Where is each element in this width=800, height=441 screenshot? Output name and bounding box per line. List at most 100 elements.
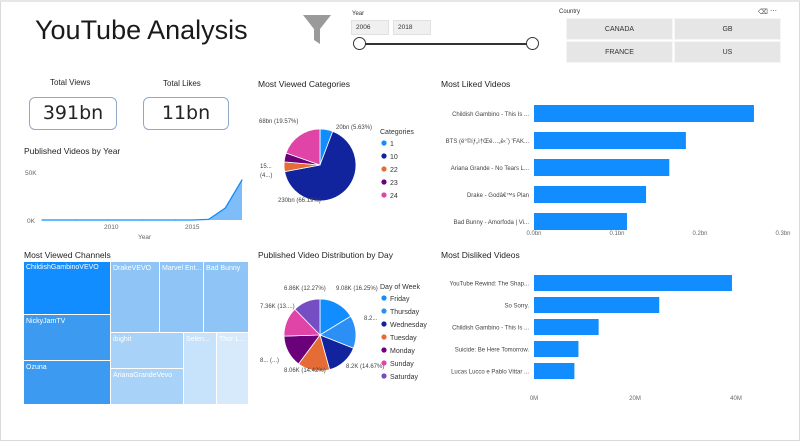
treemap-tile[interactable]: DrakeVEVO bbox=[111, 262, 159, 332]
legend-dot bbox=[381, 295, 387, 301]
data-point bbox=[108, 219, 110, 221]
most-viewed-categories-chart: 68bn (19.57%) 20bn (5.63%) 15... (4...) … bbox=[259, 119, 414, 204]
pie-slice bbox=[285, 128, 321, 166]
pie-slices bbox=[283, 298, 357, 372]
country-gb-button[interactable]: GB bbox=[674, 18, 781, 40]
legend-dot bbox=[381, 140, 387, 146]
category-label: Ariana Grande - No Tears L... bbox=[451, 166, 530, 172]
legend-dot bbox=[381, 308, 387, 314]
legend-label: Monday bbox=[390, 348, 415, 355]
top-border bbox=[0, 0, 800, 2]
total-views-card: 391bn bbox=[29, 97, 117, 130]
legend-dot bbox=[381, 192, 387, 198]
x-axis-title: Year bbox=[138, 234, 152, 241]
year-slicer-label: Year bbox=[352, 11, 365, 17]
x-tick-label: 40M bbox=[730, 396, 742, 402]
slicer-more-options-icon[interactable]: ⋯ bbox=[770, 8, 777, 15]
legend-label: 23 bbox=[390, 180, 398, 187]
year-slider-end-handle[interactable] bbox=[526, 37, 539, 50]
x-tick-label: 2015 bbox=[185, 224, 200, 231]
data-point bbox=[41, 219, 43, 221]
treemap-tile[interactable]: Thor L... bbox=[217, 333, 248, 404]
clear-selection-icon[interactable]: ⌫ bbox=[758, 9, 768, 16]
treemap-tile[interactable]: ibighit bbox=[111, 333, 183, 368]
year-from-input[interactable]: 2006 bbox=[351, 20, 389, 35]
x-tick-label: 0.1bn bbox=[609, 231, 624, 237]
country-france-button[interactable]: FRANCE bbox=[566, 41, 673, 63]
legend-label: 22 bbox=[390, 167, 398, 174]
category-label: Suicide: Be Here Tomorrow. bbox=[455, 347, 530, 353]
bar bbox=[534, 105, 754, 122]
area-series bbox=[41, 179, 243, 221]
most-viewed-channels-treemap: ChildishGambinoVEVO NickyJamTV Ozuna Dra… bbox=[24, 262, 248, 404]
data-label: 8.2... bbox=[364, 316, 378, 322]
year-slider-start-handle[interactable] bbox=[353, 37, 366, 50]
category-label: Childish Gambino - This Is ... bbox=[452, 112, 529, 118]
country-us-button[interactable]: US bbox=[674, 41, 781, 63]
category-label: Bad Bunny - Amorfoda | Vi... bbox=[454, 220, 530, 226]
data-label: 15... bbox=[260, 164, 272, 170]
data-label: 230bn (66.19%) bbox=[278, 198, 321, 204]
category-label: So Sorry. bbox=[504, 303, 529, 309]
data-point bbox=[224, 207, 226, 209]
x-tick-label: 0M bbox=[530, 396, 538, 402]
x-tick-label: 0.2bn bbox=[692, 231, 707, 237]
most-liked-videos-title: Most Liked Videos bbox=[441, 79, 511, 89]
most-viewed-categories-title: Most Viewed Categories bbox=[258, 79, 350, 89]
data-point bbox=[174, 219, 176, 221]
category-label: Lucas Lucco e Pablo Vittar ... bbox=[451, 369, 529, 375]
year-to-input[interactable]: 2018 bbox=[393, 20, 431, 35]
y-tick-label: 50K bbox=[25, 170, 37, 177]
category-label: BTS (ë°©íƒ„ì†Œë…„ë‹¨) 'FAK... bbox=[446, 138, 530, 145]
legend: Friday Thursday Wednesday Tuesday Monday Sund… bbox=[381, 295, 427, 381]
data-point bbox=[74, 219, 76, 221]
data-label: 8.06K (14.42%) bbox=[284, 368, 326, 374]
legend: 1 10 22 23 24 bbox=[381, 140, 398, 200]
pie-slice bbox=[294, 298, 321, 336]
most-disliked-videos-chart: YouTube Rewind: The Shap... So Sorry. Chil… bbox=[450, 275, 742, 402]
legend-dot bbox=[381, 179, 387, 185]
bar bbox=[534, 132, 686, 149]
legend-label: Saturday bbox=[390, 374, 419, 381]
legend-label: Wednesday bbox=[390, 322, 427, 329]
legend-dot bbox=[381, 334, 387, 340]
data-label: 9.08K (16.25%) bbox=[336, 286, 378, 292]
x-tick-label: 0.3bn bbox=[775, 231, 790, 237]
treemap-tile[interactable]: ArianaGrandeVevo bbox=[111, 369, 183, 404]
legend-label: 24 bbox=[390, 193, 398, 200]
area-line bbox=[42, 179, 243, 221]
treemap-tile[interactable]: Ozuna bbox=[24, 361, 110, 404]
filter-icon[interactable] bbox=[302, 14, 332, 46]
x-tick-label: 0.0bn bbox=[526, 231, 541, 237]
data-point bbox=[141, 219, 143, 221]
treemap-tile[interactable]: Selen... bbox=[184, 333, 216, 404]
bar-series: YouTube Rewind: The Shap... So Sorry. Chil… bbox=[450, 275, 742, 402]
treemap-tile[interactable]: NickyJamTV bbox=[24, 315, 110, 360]
bar bbox=[534, 213, 627, 230]
legend-dot bbox=[381, 153, 387, 159]
published-by-year-title: Published Videos by Year bbox=[24, 146, 121, 156]
bar bbox=[534, 341, 579, 357]
published-by-day-title: Published Video Distribution by Day bbox=[258, 250, 393, 260]
x-tick-label: 20M bbox=[629, 396, 641, 402]
bar-series: Childish Gambino - This Is ... BTS (ë°©íƒ… bbox=[446, 105, 791, 237]
country-canada-button[interactable]: CANADA bbox=[566, 18, 673, 40]
treemap-tile[interactable]: Bad Bunny bbox=[204, 262, 248, 332]
pie-slices bbox=[283, 128, 357, 202]
treemap-tile[interactable]: ChildishGambinoVEVO bbox=[24, 262, 110, 314]
year-slider-track[interactable] bbox=[358, 43, 534, 45]
legend-dot bbox=[381, 373, 387, 379]
treemap-tile[interactable]: Marvel Ent... bbox=[160, 262, 203, 332]
bar bbox=[534, 275, 732, 291]
data-point bbox=[191, 219, 193, 221]
legend-dot bbox=[381, 166, 387, 172]
total-likes-card: 11bn bbox=[143, 97, 229, 130]
data-label: 20bn (5.63%) bbox=[336, 125, 372, 131]
category-label: Childish Gambino - This Is ... bbox=[452, 325, 529, 331]
page-title: YouTube Analysis bbox=[35, 15, 248, 45]
area-fill bbox=[42, 180, 242, 220]
bar bbox=[534, 363, 575, 379]
legend-label: Thursday bbox=[390, 309, 420, 316]
published-by-day-chart: 6.86K (12.27%) 7.36K (13....) 8... (...)… bbox=[260, 284, 427, 381]
data-label: 68bn (19.57%) bbox=[259, 119, 298, 125]
